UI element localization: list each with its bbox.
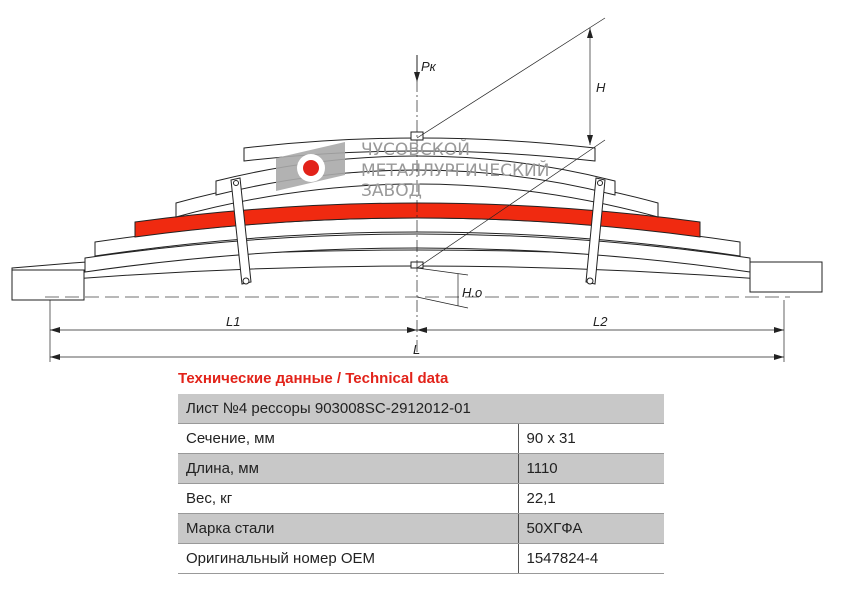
row-value: 22,1	[517, 483, 664, 514]
row-value: 1110	[517, 453, 664, 484]
logo-line-1: ЧУСОВСКОЙ	[361, 138, 470, 160]
table-row: Длина, мм 1110	[178, 453, 664, 484]
row-label: Марка стали	[178, 513, 518, 544]
left-length-label: L1	[226, 314, 240, 329]
row-label: Длина, мм	[178, 453, 518, 484]
table-title: Технические данные / Technical data	[178, 370, 449, 387]
row-label: Оригинальный номер OEM	[178, 543, 518, 574]
row-value: 90 х 31	[517, 423, 664, 454]
highlighted-leaf-4	[134, 202, 701, 238]
height-zero-label: H.o	[462, 285, 482, 300]
leaf-spring-drawing: Pк H H.o L1 L2 L ЧУСОВСКОЙ МЕТАЛЛУРГИЧЕС…	[11, 17, 823, 362]
table-row: Марка стали 50ХГФА	[178, 513, 664, 544]
row-value: 1547824-4	[517, 543, 664, 574]
left-clamp	[230, 177, 252, 285]
logo-line-2: МЕТАЛЛУРГИЧЕСКИЙ	[361, 159, 549, 181]
total-length-label: L	[413, 342, 420, 357]
technical-data-table: Лист №4 рессоры 903008SC-2912012-01 Сече…	[178, 394, 664, 574]
table-header: Лист №4 рессоры 903008SC-2912012-01	[178, 394, 664, 424]
right-clamp	[585, 177, 606, 285]
main-leaf-end	[11, 269, 85, 301]
table-header-row: Лист №4 рессоры 903008SC-2912012-01	[178, 394, 664, 424]
table-row: Оригинальный номер OEM 1547824-4	[178, 543, 664, 574]
table-row: Вес, кг 22,1	[178, 483, 664, 514]
table-row: Сечение, мм 90 х 31	[178, 423, 664, 454]
logo-line-3: ЗАВОД	[361, 181, 422, 201]
load-label: Pк	[421, 59, 437, 74]
load-arrow-icon	[414, 72, 420, 82]
company-logo: ЧУСОВСКОЙ МЕТАЛЛУРГИЧЕСКИЙ ЗАВОД	[276, 138, 549, 201]
right-length-label: L2	[593, 314, 608, 329]
row-label: Сечение, мм	[178, 423, 518, 454]
row-value: 50ХГФА	[517, 513, 664, 544]
main-leaf-end	[749, 261, 823, 293]
height-label: H	[596, 80, 606, 95]
row-label: Вес, кг	[178, 483, 518, 514]
